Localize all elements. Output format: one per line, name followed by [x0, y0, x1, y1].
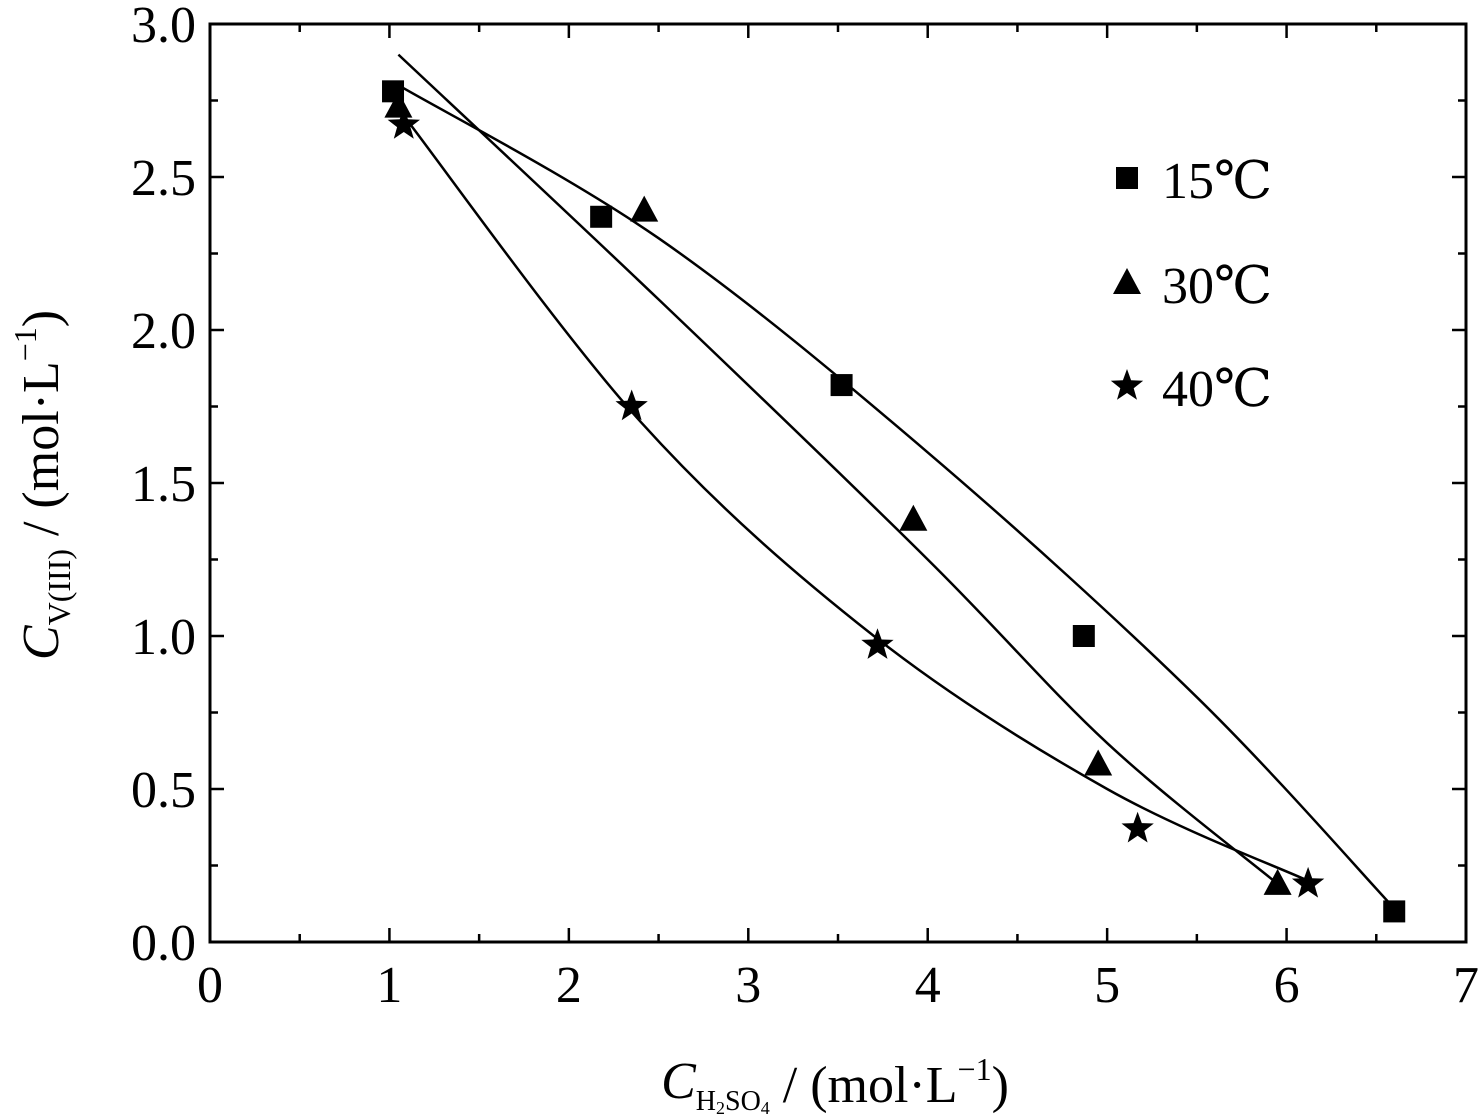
y-tick-label: 0.5: [131, 762, 196, 819]
y-tick-label: 3.0: [131, 0, 196, 54]
axes: 0 1 2 3 4 5 6 7 0.0 0.5 1.0 1.5 2.0 2.5 3.0: [131, 0, 1479, 1014]
axis-title-superscript: −1: [958, 1051, 992, 1087]
axis-title-variable: C: [13, 624, 70, 660]
axis-title-subscript: V(III): [41, 549, 77, 625]
data-point-triangle: [1084, 749, 1113, 776]
legend-label: 30℃: [1162, 258, 1272, 315]
axis-title-close: ): [13, 310, 70, 327]
data-point-star: [861, 628, 894, 659]
data-point-triangle: [1263, 868, 1292, 895]
data-point-star: [387, 108, 420, 139]
data-point-star: [615, 389, 648, 421]
y-tick-label: 1.0: [131, 609, 196, 666]
legend-label: 15℃: [1162, 153, 1272, 210]
data-point-star: [1291, 866, 1325, 898]
data-point-square: [1072, 625, 1095, 647]
fit-lines: [397, 53, 1396, 910]
axis-title-subscript: H: [696, 1086, 716, 1117]
axis-title-subscript: 2: [716, 1098, 725, 1118]
x-tick-label: 5: [1094, 957, 1120, 1014]
data-point-square: [830, 374, 853, 397]
axis-title-superscript: −1: [7, 327, 43, 361]
x-axis-title: CH2SO4 / (mol·L−1): [661, 1051, 1009, 1118]
y-tick-label: 2.0: [131, 303, 196, 360]
legend-label: 40℃: [1162, 361, 1272, 418]
data-point-square: [590, 205, 613, 228]
data-point-square: [1383, 900, 1406, 923]
legend: 15℃ 30℃ 40℃: [1110, 153, 1272, 418]
x-tick-label: 7: [1453, 957, 1479, 1014]
axis-title-unit: / (mol·L: [770, 1057, 958, 1114]
y-axis-title: CV(III) / (mol·L−1): [7, 310, 77, 660]
legend-marker-triangle: [1113, 268, 1141, 294]
axis-title-subscript: SO: [725, 1086, 761, 1117]
legend-marker-star: [1110, 369, 1144, 400]
y-tick-label: 2.5: [131, 150, 196, 207]
data-point-star: [1121, 811, 1154, 843]
data-points: [382, 80, 1406, 923]
y-tick-label: 1.5: [131, 456, 196, 513]
x-tick-label: 1: [376, 957, 402, 1014]
fit-line-triangle: [397, 53, 1279, 885]
plot-frame: [208, 22, 1468, 944]
axis-title-subscript: 4: [761, 1098, 770, 1118]
fit-line-star: [402, 115, 1309, 882]
axis-title-unit: / (mol·L: [13, 361, 70, 549]
x-tick-label: 6: [1274, 957, 1300, 1014]
x-tick-label: 0: [197, 957, 223, 1014]
legend-marker-square: [1116, 167, 1138, 189]
x-tick-label: 3: [735, 957, 761, 1014]
axis-title-variable: C: [661, 1053, 697, 1110]
x-tick-label: 2: [556, 957, 582, 1014]
x-tick-label: 4: [915, 957, 941, 1014]
axis-title-close: ): [992, 1057, 1009, 1114]
data-point-triangle: [384, 91, 413, 118]
y-tick-label: 0.0: [131, 915, 196, 972]
data-point-triangle: [630, 195, 659, 222]
data-point-triangle: [899, 504, 928, 531]
fit-line-square: [397, 84, 1396, 910]
